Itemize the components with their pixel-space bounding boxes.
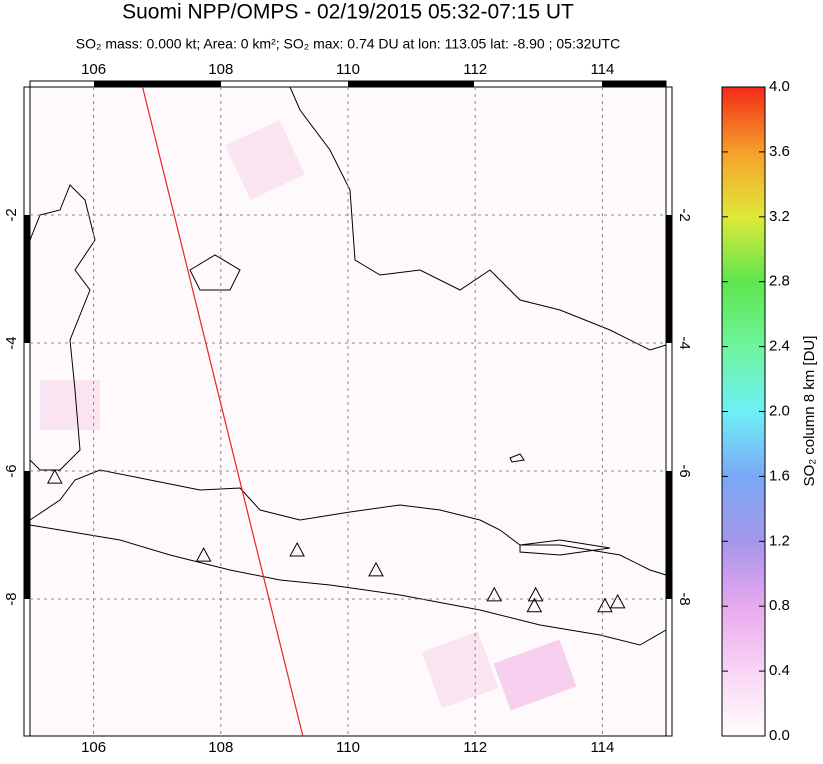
- volcano-marker: [195, 547, 212, 562]
- volcano-marker: [609, 593, 626, 609]
- x-tick-label: 108: [208, 61, 233, 78]
- colorbar-tick-label: 2.8: [769, 273, 790, 290]
- volcano-marker: [486, 586, 503, 602]
- y-tick-label: -6: [3, 464, 20, 477]
- y-tick-label: -6: [676, 464, 693, 477]
- y-tick-label: -2: [3, 208, 20, 221]
- y-tick-label: -4: [676, 336, 693, 349]
- colorbar-tick-label: 4.0: [769, 78, 790, 95]
- colorbar-tick-label: 2.4: [769, 338, 790, 355]
- coastlines: [29, 86, 667, 646]
- colorbar-tick-label: 0.4: [769, 662, 790, 679]
- y-tick-label: -2: [676, 208, 693, 221]
- x-tick-label: 108: [208, 739, 233, 756]
- volcano-marker: [368, 561, 384, 577]
- y-tick-label: -8: [676, 592, 693, 605]
- y-tick-label: -4: [3, 336, 20, 349]
- volcano-marker: [597, 597, 613, 613]
- colorbar-tick-label: 0.8: [769, 597, 790, 614]
- chart-title: Suomi NPP/OMPS - 02/19/2015 05:32-07:15 …: [122, 1, 574, 24]
- colorbar-label: SO₂ column 8 km [DU]: [801, 336, 818, 487]
- volcano-marker: [46, 469, 63, 484]
- colorbar-tick-label: 1.6: [769, 467, 790, 484]
- x-tick-label: 112: [463, 739, 487, 756]
- volcano-marker: [526, 597, 543, 613]
- y-tick-label: -8: [3, 592, 20, 605]
- x-tick-label: 114: [590, 739, 614, 756]
- colorbar-tick-label: 2.0: [769, 402, 790, 419]
- colorbar-tick-label: 3.6: [769, 143, 790, 160]
- colorbar-tick-label: 0.0: [769, 727, 790, 744]
- colorbar: [721, 86, 766, 737]
- x-tick-label: 106: [81, 61, 106, 78]
- colorbar-tick-label: 3.2: [769, 208, 790, 225]
- pixels: [40, 120, 577, 711]
- x-tick-label: 106: [81, 739, 106, 756]
- x-tick-label: 112: [463, 61, 487, 78]
- volcano-marker: [289, 541, 305, 557]
- x-tick-label: 114: [590, 61, 614, 78]
- chart-subtitle: SO₂ mass: 0.000 kt; Area: 0 km²; SO₂ max…: [76, 36, 620, 52]
- orbit-track: [141, 86, 304, 737]
- x-tick-label: 110: [336, 739, 360, 756]
- colorbar-tick-label: 1.2: [769, 532, 790, 549]
- x-tick-label: 110: [336, 61, 360, 78]
